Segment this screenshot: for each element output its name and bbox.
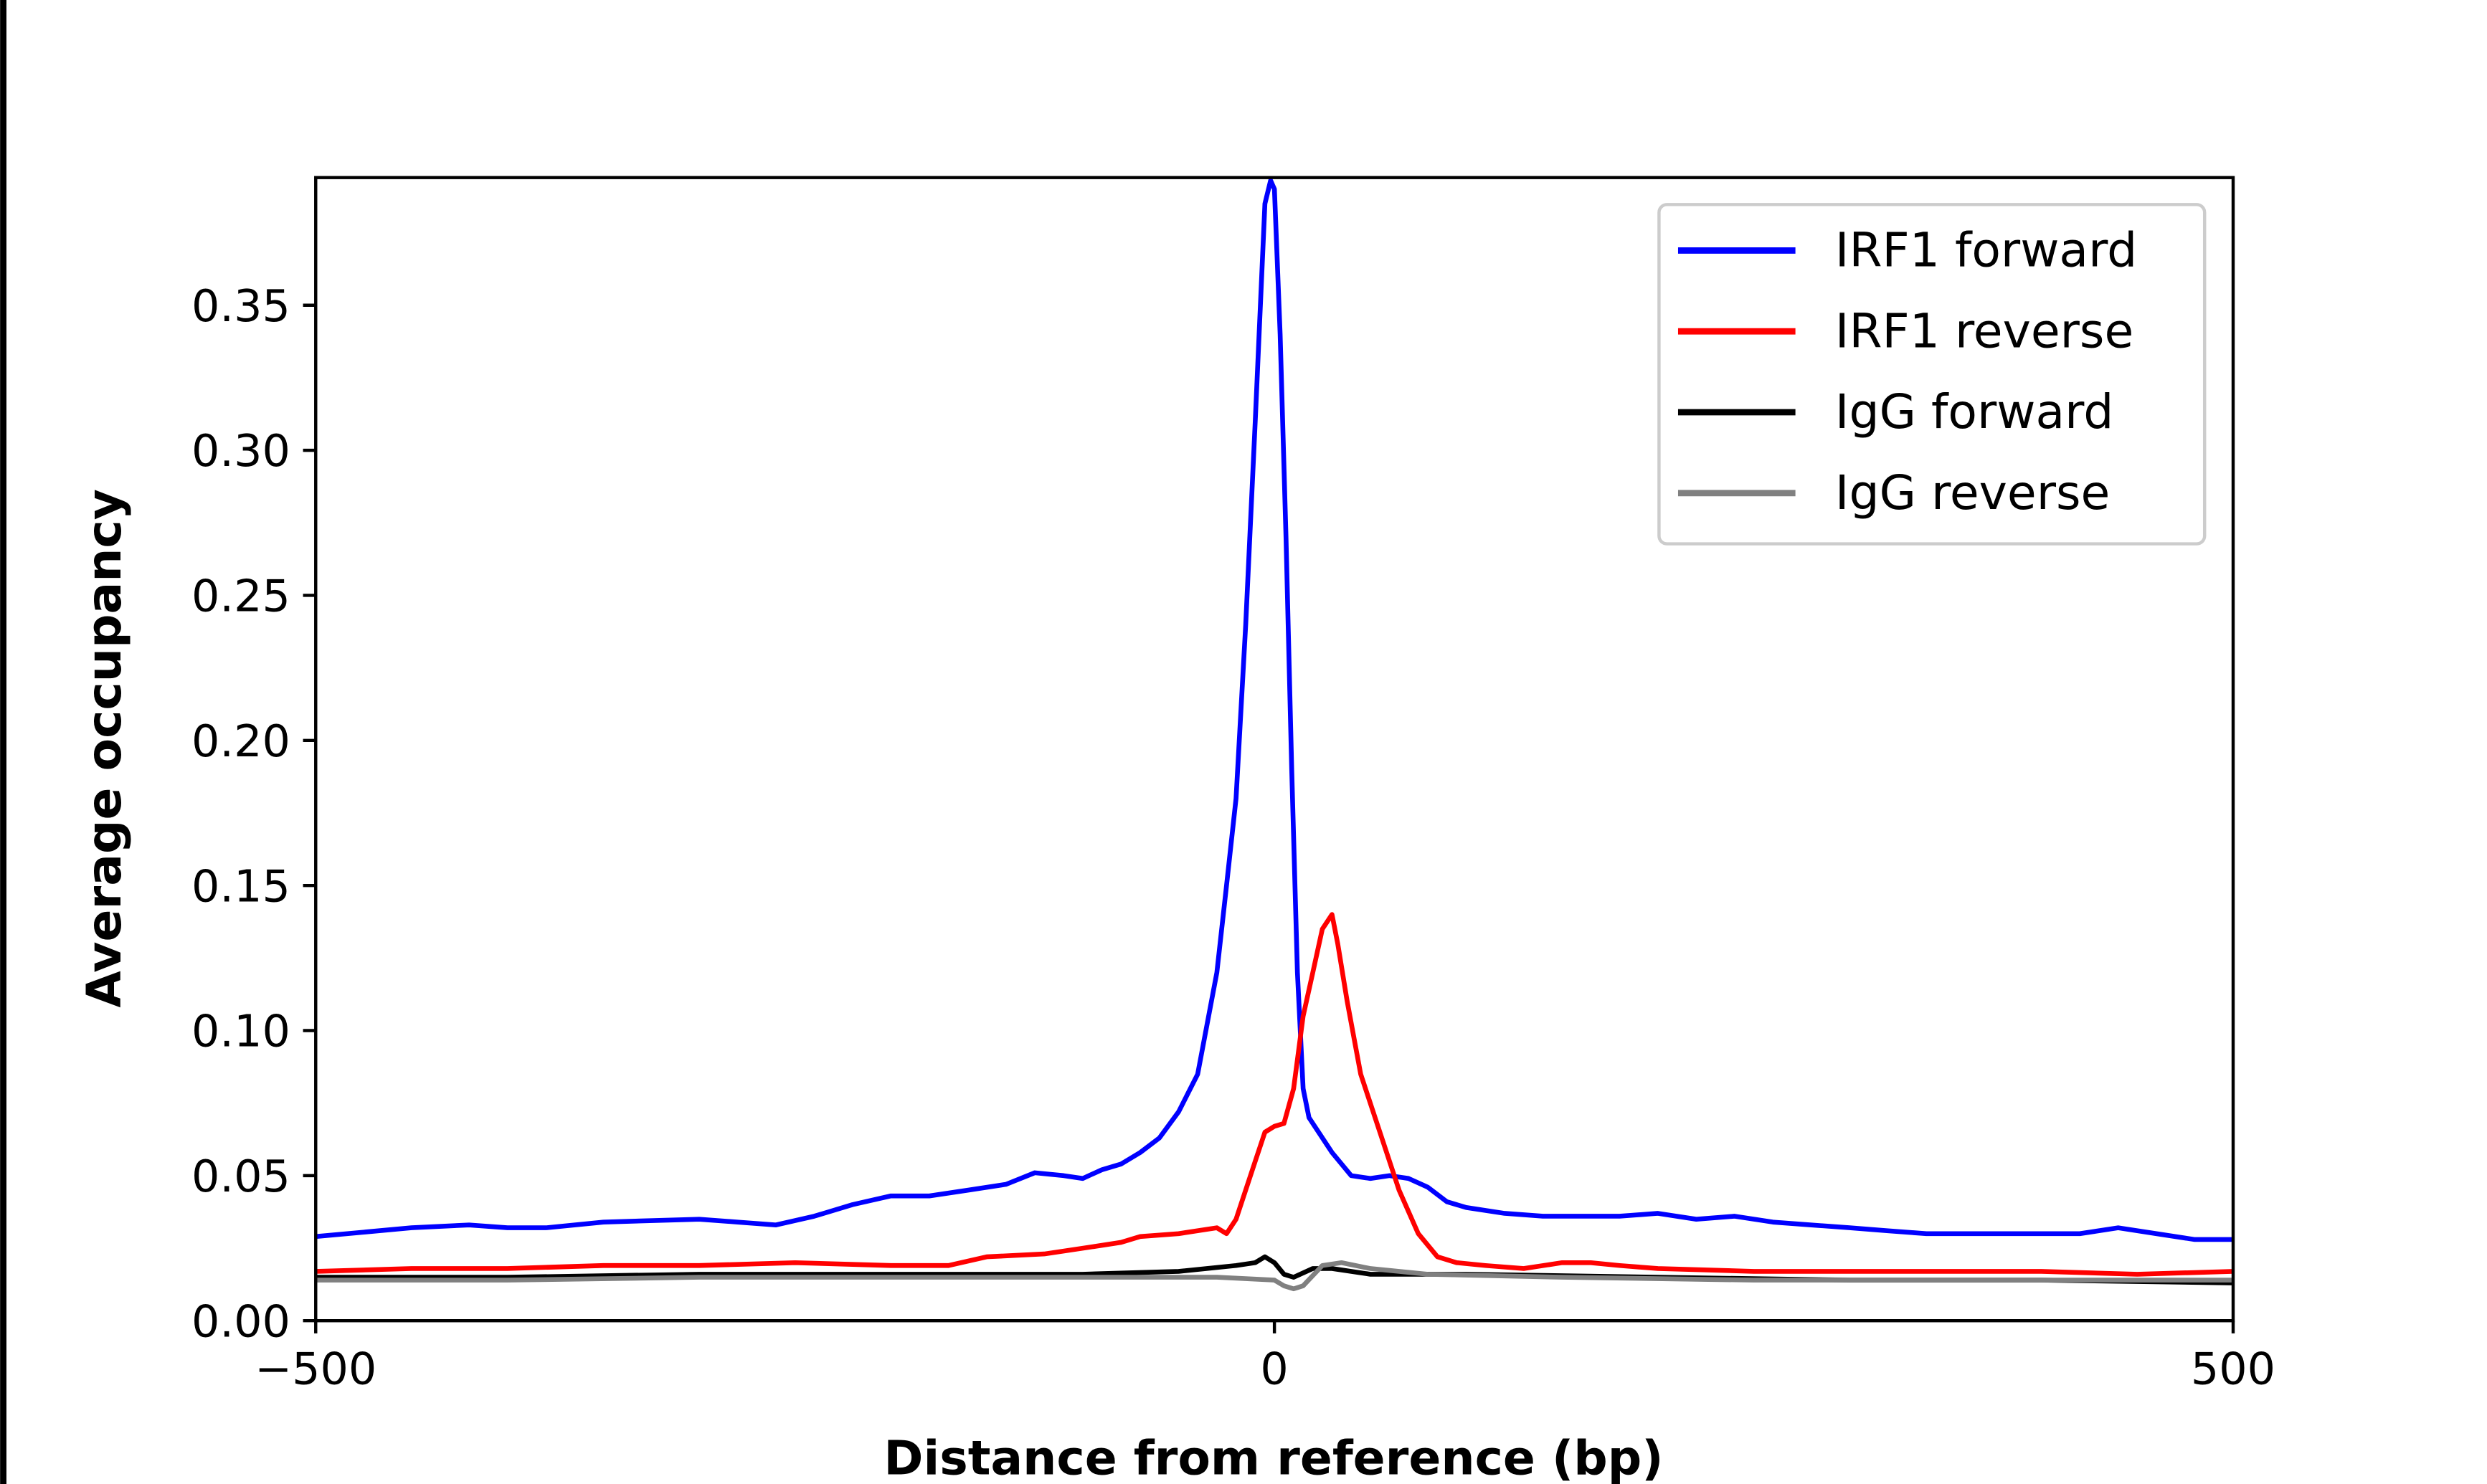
legend: IRF1 forward IRF1 reverse IgG forward IgG r… (1657, 203, 2207, 546)
series-lines (316, 178, 2234, 1292)
y-tick-label: 0.35 (191, 280, 290, 332)
legend-entry: IgG reverse (1677, 465, 2110, 520)
legend-entry: IRF1 reverse (1677, 303, 2133, 358)
legend-entry: IgG forward (1677, 384, 2113, 439)
y-tick-label: 0.15 (191, 860, 290, 912)
y-tick-label: 0.30 (191, 425, 290, 477)
legend-box (1657, 203, 2207, 546)
x-tick-label: −500 (255, 1343, 376, 1395)
series-line-irf1-reverse (316, 912, 2234, 1277)
y-axis-label: Average occupancy (76, 489, 132, 1008)
series-line-irf1-forward (316, 178, 2234, 1242)
legend-label: IRF1 reverse (1835, 303, 2133, 358)
left-border-strip (0, 0, 7, 1484)
y-tick-label: 0.10 (191, 1006, 290, 1057)
y-tick-label: 0.20 (191, 715, 290, 767)
x-tick-label: 0 (1260, 1343, 1288, 1395)
legend-entry: IRF1 forward (1677, 222, 2137, 278)
y-tick-label: 0.00 (191, 1295, 290, 1347)
series-line-igg-reverse (316, 1260, 2234, 1292)
legend-label: IRF1 forward (1835, 222, 2137, 278)
y-axis: 0.00 0.05 0.10 0.15 0.20 0.25 0.30 0.35 (191, 280, 316, 1347)
legend-label: IgG forward (1835, 384, 2113, 439)
y-tick-label: 0.05 (191, 1151, 290, 1202)
legend-label: IgG reverse (1835, 465, 2110, 520)
x-axis-label: Distance from reference (bp) (884, 1430, 1663, 1484)
x-tick-label: 500 (2191, 1343, 2275, 1395)
x-axis: −500 0 500 (255, 1321, 2275, 1395)
y-tick-label: 0.25 (191, 571, 290, 622)
